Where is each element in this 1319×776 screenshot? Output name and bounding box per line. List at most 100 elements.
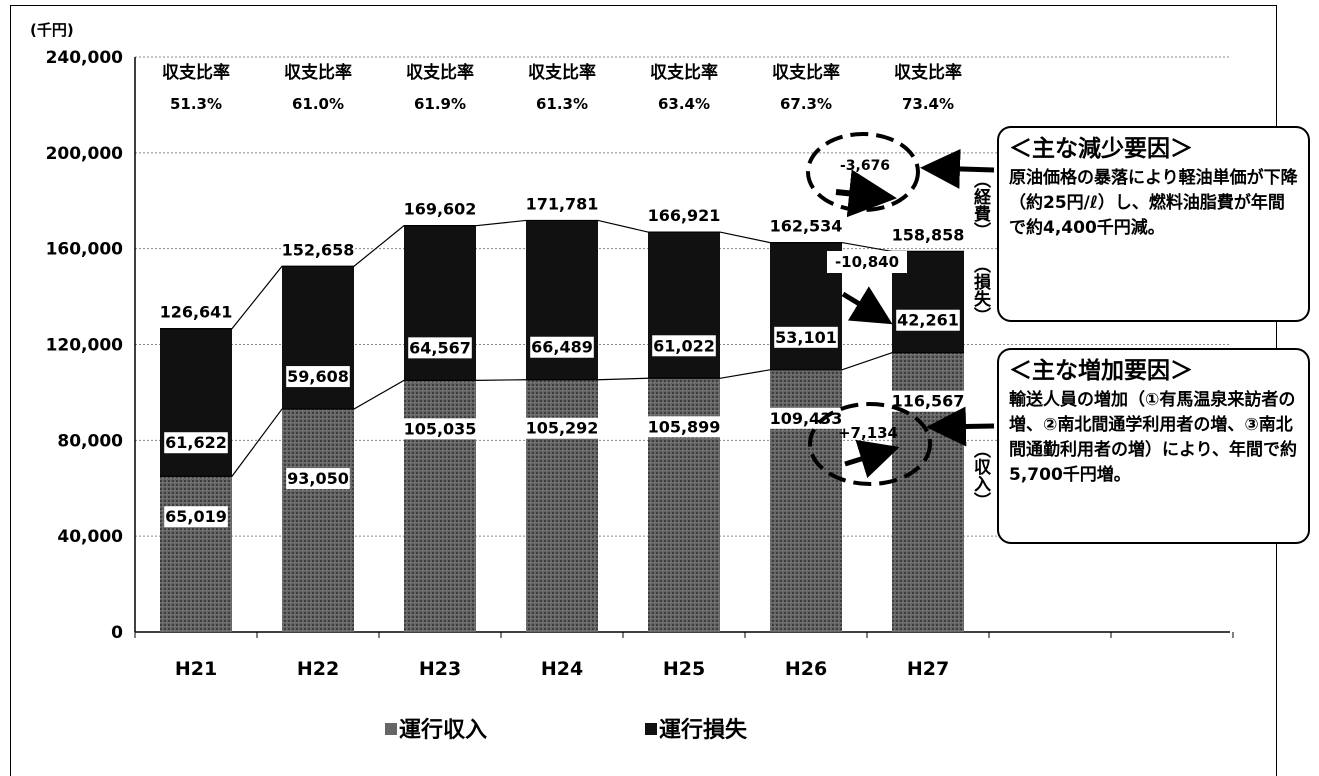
y-tick-label: 40,000 xyxy=(57,527,123,547)
stacked-bar-chart: 0 40,000 80,000 120,000 160,000 200,000 240,00… xyxy=(30,21,1234,680)
decrease-factor-callout: ＜主な減少要因＞ 原油価格の暴落により軽油単価が下降（約25円/ℓ）し、燃料油脂… xyxy=(997,126,1310,322)
revenue-label-bg xyxy=(525,417,599,439)
increase-callout-body: 輸送人員の増加（①有馬温泉来訪者の増、②南北間通学利用者の増、③南北間通勤利用者… xyxy=(1009,390,1297,485)
ratio-title: 収支比率 xyxy=(284,62,352,83)
ratio-title: 収支比率 xyxy=(528,62,596,83)
total-label: 158,858 xyxy=(892,225,965,244)
loss-label: 61,622 xyxy=(165,433,227,452)
loss-label: 42,261 xyxy=(897,311,959,330)
bar-revenue xyxy=(404,380,476,632)
y-axis-unit-label: (千円) xyxy=(30,21,74,39)
revenue-label-bg xyxy=(647,416,721,438)
bar-revenue xyxy=(526,379,598,632)
bar-loss xyxy=(160,328,232,477)
legend-item-loss: 運行損失 xyxy=(645,712,747,744)
revenue-label: 105,292 xyxy=(526,419,599,438)
annotation-decrease-total: -3,676 xyxy=(840,158,890,174)
loss-label-bg xyxy=(652,335,716,357)
annotation-arrow-revenue xyxy=(844,439,900,479)
legend-label-loss: 運行損失 xyxy=(659,718,748,743)
x-tick-label: H25 xyxy=(663,658,705,680)
side-label-loss: （損失） xyxy=(970,256,991,324)
revenue-label: 105,899 xyxy=(648,417,721,436)
increase-factor-callout: ＜主な増加要因＞ 輸送人員の増加（①有馬温泉来訪者の増、②南北間通学利用者の増、… xyxy=(997,348,1310,544)
revenue-label-bg xyxy=(403,418,477,440)
loss-label-bg xyxy=(896,309,960,331)
annotation-arrow-total xyxy=(835,169,897,218)
legend-swatch-loss xyxy=(645,723,657,735)
revenue-label: 109,433 xyxy=(770,409,843,428)
y-tick-label: 240,000 xyxy=(46,48,124,68)
bar-revenue xyxy=(160,476,232,632)
side-label-revenue: （収入） xyxy=(970,441,991,509)
total-label-bg xyxy=(159,301,233,323)
annotation-decrease-loss-bg xyxy=(827,251,907,273)
loss-label: 53,101 xyxy=(775,328,837,347)
ratio-value: 61.0% xyxy=(292,95,344,113)
x-tick-label: H26 xyxy=(785,658,827,680)
loss-label: 61,022 xyxy=(653,336,715,355)
revenue-label-bg xyxy=(769,407,843,429)
ratio-value: 61.3% xyxy=(536,95,588,113)
total-label: 126,641 xyxy=(160,303,233,322)
ratio-title: 収支比率 xyxy=(772,62,840,83)
legend-label-revenue: 運行収入 xyxy=(399,718,488,743)
revenue-label: 105,035 xyxy=(404,419,477,438)
revenue-label-bg xyxy=(164,506,228,528)
y-tick-label: 120,000 xyxy=(46,336,124,356)
loss-label-bg xyxy=(530,336,594,358)
ratio-value: 67.3% xyxy=(780,95,832,113)
annotation-increase-revenue: +7,134 xyxy=(838,424,898,442)
revenue-label-bg xyxy=(286,468,350,490)
total-label-bg xyxy=(647,205,721,227)
ratio-title: 収支比率 xyxy=(894,62,962,83)
ratio-value: 73.4% xyxy=(902,95,954,113)
loss-label-bg xyxy=(774,326,838,348)
total-label: 166,921 xyxy=(648,206,721,225)
bar-loss xyxy=(648,232,720,379)
y-tick-label: 160,000 xyxy=(46,240,124,260)
y-tick-label: 200,000 xyxy=(46,144,124,164)
revenue-label: 116,567 xyxy=(892,392,965,411)
bar-loss xyxy=(282,266,354,410)
legend-item-revenue: 運行収入 xyxy=(385,712,487,744)
total-label: 171,781 xyxy=(526,194,599,213)
annotation-decrease-loss: -10,840 xyxy=(835,253,899,271)
total-label: 162,534 xyxy=(770,217,843,236)
total-label-bg xyxy=(281,239,355,261)
decrease-ellipse xyxy=(806,132,920,212)
total-label-bg xyxy=(769,215,843,237)
annotation-arrow-loss xyxy=(841,286,893,325)
ratio-value: 63.4% xyxy=(658,95,710,113)
x-tick-label: H22 xyxy=(297,658,339,680)
loss-label: 59,608 xyxy=(287,367,349,386)
decrease-callout-body: 原油価格の暴落により軽油単価が下降（約25円/ℓ）し、燃料油脂費が年間で約4,4… xyxy=(1009,168,1298,238)
y-tick-label: 80,000 xyxy=(57,431,123,451)
ratio-title: 収支比率 xyxy=(406,62,474,83)
total-label-bg xyxy=(891,224,965,246)
side-label-expense: （経費） xyxy=(970,171,991,239)
total-trend-line xyxy=(160,219,964,330)
revenue-label-bg xyxy=(891,390,965,412)
legend-swatch-revenue xyxy=(385,723,397,735)
x-tick-label: H27 xyxy=(907,658,949,680)
callout-arrow-increase xyxy=(926,406,995,447)
loss-label-bg xyxy=(164,432,228,454)
decrease-callout-title: ＜主な減少要因＞ xyxy=(1009,136,1193,162)
total-label-bg xyxy=(403,198,477,220)
callout-arrow-decrease xyxy=(920,148,995,189)
x-tick-label: H21 xyxy=(175,658,217,680)
total-label: 152,658 xyxy=(282,240,355,259)
ratio-value: 51.3% xyxy=(170,95,222,113)
revenue-label: 65,019 xyxy=(165,507,227,526)
total-label-bg xyxy=(525,193,599,215)
bar-revenue xyxy=(282,409,354,632)
revenue-trend-line xyxy=(160,352,964,477)
loss-label: 64,567 xyxy=(409,338,471,357)
ratio-title: 収支比率 xyxy=(162,62,230,83)
ratio-title: 収支比率 xyxy=(650,62,718,83)
revenue-label: 93,050 xyxy=(287,469,349,488)
total-label: 169,602 xyxy=(404,200,477,219)
y-tick-label: 0 xyxy=(111,623,123,643)
loss-label-bg xyxy=(408,337,472,359)
